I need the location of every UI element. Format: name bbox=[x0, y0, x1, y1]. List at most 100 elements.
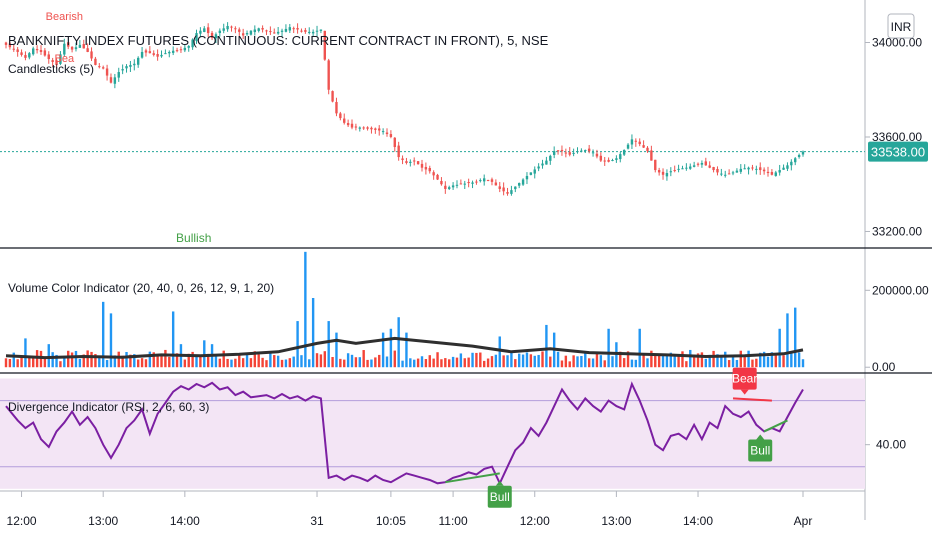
candle-body bbox=[168, 51, 171, 54]
candle bbox=[273, 28, 276, 34]
volume-bar bbox=[366, 359, 369, 368]
divergence-indicator-legend[interactable]: Divergence Indicator (RSI, 2, 6, 60, 3) bbox=[8, 400, 209, 414]
candle bbox=[700, 160, 704, 168]
volume-bar bbox=[700, 352, 704, 368]
candle-body bbox=[436, 174, 439, 180]
candle-body bbox=[416, 161, 420, 165]
price-scale-area[interactable] bbox=[865, 0, 932, 550]
candle bbox=[510, 185, 513, 196]
candle-body bbox=[560, 149, 564, 152]
candle bbox=[261, 25, 264, 33]
candle-body bbox=[319, 29, 323, 31]
candle-body bbox=[455, 184, 459, 186]
volume-bar bbox=[416, 358, 420, 368]
candle bbox=[35, 45, 39, 54]
currency-button[interactable]: INR bbox=[887, 13, 915, 39]
candle-body bbox=[195, 33, 198, 41]
candle bbox=[545, 156, 548, 165]
volume-bar bbox=[681, 351, 684, 368]
volume-bar bbox=[782, 355, 785, 368]
volume-bar bbox=[319, 354, 323, 368]
candle bbox=[16, 47, 19, 57]
candle bbox=[315, 25, 319, 37]
candle bbox=[665, 169, 669, 181]
volume-tick-label: 200000.00 bbox=[872, 283, 929, 297]
candle-body bbox=[284, 28, 288, 32]
volume-bar bbox=[109, 313, 113, 368]
candle bbox=[191, 38, 194, 50]
candle-body bbox=[409, 161, 412, 163]
candle bbox=[786, 162, 789, 172]
volume-bar bbox=[273, 355, 276, 368]
candle bbox=[794, 157, 797, 166]
volume-bar bbox=[265, 360, 268, 368]
candle bbox=[405, 157, 408, 165]
candle-body bbox=[533, 169, 536, 174]
candle-body bbox=[125, 66, 128, 69]
candle bbox=[319, 29, 323, 34]
candle bbox=[74, 42, 78, 52]
candle-body bbox=[727, 173, 731, 175]
candle bbox=[98, 63, 101, 69]
candle-body bbox=[374, 128, 377, 130]
candle bbox=[673, 165, 676, 173]
volume-bar bbox=[436, 352, 439, 368]
volume-bar bbox=[521, 354, 525, 368]
candle-body bbox=[55, 60, 58, 65]
candle-body bbox=[739, 168, 742, 172]
volume-bar bbox=[63, 356, 66, 368]
volume-bar bbox=[257, 354, 260, 368]
volume-bar bbox=[529, 354, 533, 368]
candle-body bbox=[288, 27, 292, 31]
candle bbox=[179, 46, 183, 53]
volume-bar bbox=[308, 359, 311, 368]
candle-body bbox=[70, 46, 74, 50]
candle-body bbox=[241, 33, 245, 36]
candles-legend[interactable]: Candlesticks (5) bbox=[8, 62, 94, 76]
candle-body bbox=[654, 159, 657, 171]
candle bbox=[339, 111, 342, 121]
candle-body bbox=[689, 166, 692, 169]
candle-body bbox=[502, 187, 505, 192]
volume-bar bbox=[704, 358, 708, 368]
candle-body bbox=[471, 182, 474, 184]
volume-bar bbox=[346, 353, 350, 368]
volume-bar bbox=[354, 357, 358, 368]
volume-bar bbox=[323, 351, 326, 368]
bull-badge-2-box bbox=[487, 485, 512, 508]
candle bbox=[109, 73, 113, 84]
candle-body bbox=[428, 167, 431, 172]
volume-bar bbox=[160, 354, 163, 368]
candle-body bbox=[269, 31, 272, 33]
candle bbox=[378, 125, 381, 136]
volume-bar bbox=[343, 359, 346, 368]
candle bbox=[525, 172, 529, 185]
volume-bar bbox=[735, 359, 739, 368]
candle bbox=[265, 29, 268, 36]
volume-indicator-legend[interactable]: Volume Color Indicator (20, 40, 0, 26, 1… bbox=[8, 281, 274, 295]
time-axis[interactable]: 12:00 13:00 14:00 31 10:05 11:00 12:00 13:00 14:… bbox=[7, 491, 813, 528]
candle bbox=[113, 73, 117, 89]
candle-body bbox=[440, 181, 443, 185]
candle-body bbox=[59, 54, 62, 64]
candle bbox=[136, 56, 140, 68]
candle bbox=[218, 28, 222, 37]
volume-bar bbox=[797, 352, 801, 368]
candle bbox=[463, 180, 466, 189]
bull-badge-box bbox=[748, 439, 773, 462]
volume-bar bbox=[424, 359, 428, 368]
volume-bar bbox=[195, 356, 198, 368]
volume-bar bbox=[381, 332, 385, 368]
bear-badge-text: Bear bbox=[732, 372, 757, 386]
volume-bar bbox=[28, 356, 31, 368]
candle bbox=[747, 166, 750, 175]
volume-bar bbox=[94, 354, 97, 368]
candle-body bbox=[514, 186, 517, 190]
volume-bar bbox=[517, 353, 521, 368]
volume-bar bbox=[696, 353, 700, 368]
candle-body bbox=[525, 175, 529, 180]
volume-bar bbox=[164, 349, 167, 368]
candle bbox=[486, 179, 490, 182]
candle bbox=[397, 141, 400, 161]
